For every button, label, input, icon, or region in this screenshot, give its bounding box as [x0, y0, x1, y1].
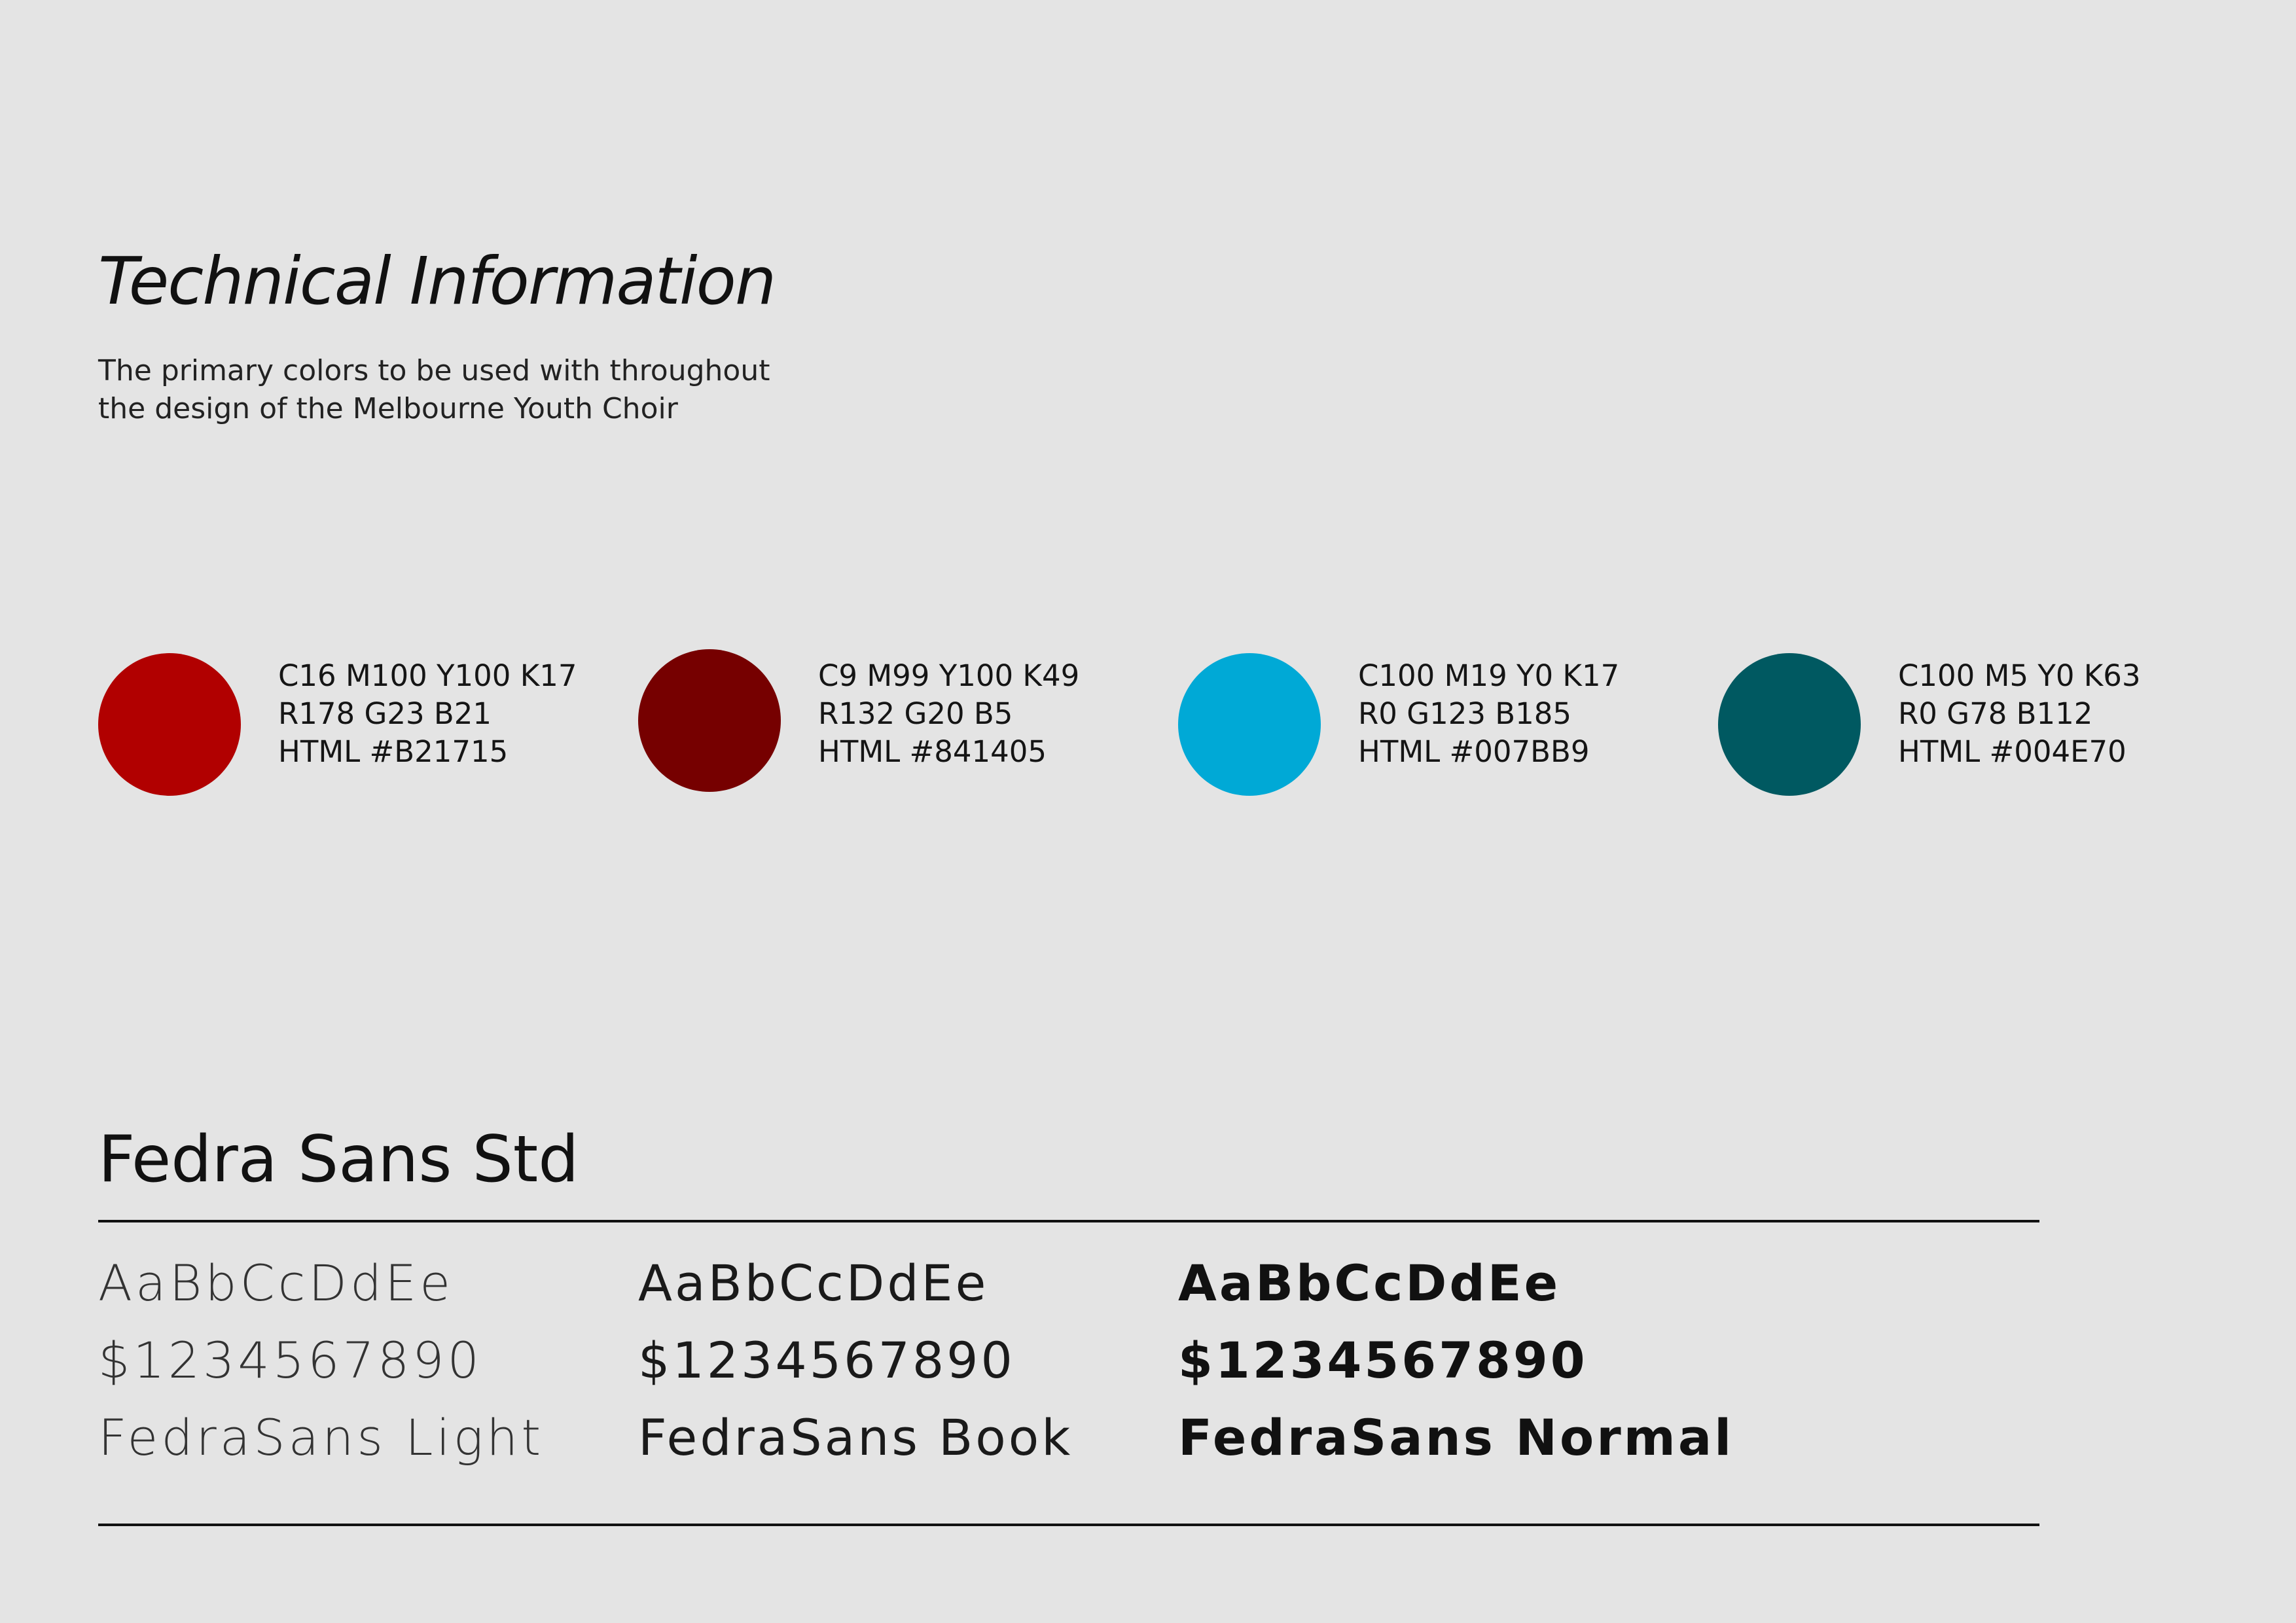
- color-rgb: R178 G23 B21: [278, 696, 492, 731]
- color-spec-1: C16 M100 Y100 K17 R178 G23 B21 HTML #B21…: [278, 657, 577, 771]
- intro-line-1: The primary colors to be used with throu…: [98, 354, 770, 387]
- color-circle-1: [98, 653, 241, 796]
- color-spec-2: C9 M99 Y100 K49 R132 G20 B5 HTML #841405: [818, 657, 1079, 771]
- color-swatch-4: C100 M5 Y0 K63 R0 G78 B112 HTML #004E70: [1718, 648, 2242, 805]
- specimen-weight-name: FedraSans Book: [638, 1408, 1073, 1467]
- intro-text: The primary colors to be used with throu…: [98, 352, 884, 428]
- specimen-numbers: $1234567890: [1178, 1331, 1588, 1389]
- specimen-letters: AaBbCcDdEe: [1178, 1254, 1561, 1312]
- specimen-weight-name: FedraSans Normal: [1178, 1408, 1734, 1467]
- color-cmyk: C100 M5 Y0 K63: [1898, 658, 2141, 693]
- color-swatch-2: C9 M99 Y100 K49 R132 G20 B5 HTML #841405: [638, 648, 1162, 805]
- typeface-title: Fedra Sans Std: [98, 1122, 579, 1197]
- specimen-numbers: $1234567890: [98, 1331, 482, 1389]
- divider-top: [98, 1220, 2039, 1222]
- color-html: HTML #B21715: [278, 734, 509, 769]
- color-cmyk: C9 M99 Y100 K49: [818, 658, 1080, 693]
- font-specimen-normal: AaBbCcDdEe $1234567890 FedraSans Normal: [1178, 1245, 1734, 1476]
- color-html: HTML #004E70: [1898, 734, 2126, 769]
- color-spec-3: C100 M19 Y0 K17 R0 G123 B185 HTML #007BB…: [1358, 657, 1619, 771]
- color-circle-3: [1178, 653, 1321, 796]
- divider-bottom: [98, 1524, 2039, 1526]
- color-rgb: R0 G123 B185: [1358, 696, 1572, 731]
- color-html: HTML #841405: [818, 734, 1047, 769]
- specimen-letters: AaBbCcDdEe: [638, 1254, 989, 1312]
- color-cmyk: C16 M100 Y100 K17: [278, 658, 577, 693]
- specimen-weight-name: FedraSans Light: [98, 1408, 545, 1467]
- specimen-numbers: $1234567890: [638, 1331, 1015, 1389]
- color-circle-2: [638, 649, 781, 792]
- color-circle-4: [1718, 653, 1861, 796]
- color-rgb: R0 G78 B112: [1898, 696, 2093, 731]
- color-html: HTML #007BB9: [1358, 734, 1590, 769]
- intro-line-2: the design of the Melbourne Youth Choir: [98, 392, 678, 425]
- font-specimen-book: AaBbCcDdEe $1234567890 FedraSans Book: [638, 1245, 1175, 1476]
- color-swatch-1: C16 M100 Y100 K17 R178 G23 B21 HTML #B21…: [98, 648, 622, 805]
- color-rgb: R132 G20 B5: [818, 696, 1013, 731]
- color-swatch-3: C100 M19 Y0 K17 R0 G123 B185 HTML #007BB…: [1178, 648, 1702, 805]
- page-title: Technical Information: [98, 243, 776, 319]
- color-spec-4: C100 M5 Y0 K63 R0 G78 B112 HTML #004E70: [1898, 657, 2141, 771]
- specimen-letters: AaBbCcDdEe: [98, 1254, 454, 1312]
- color-cmyk: C100 M19 Y0 K17: [1358, 658, 1620, 693]
- font-specimen-light: AaBbCcDdEe $1234567890 FedraSans Light: [98, 1245, 635, 1476]
